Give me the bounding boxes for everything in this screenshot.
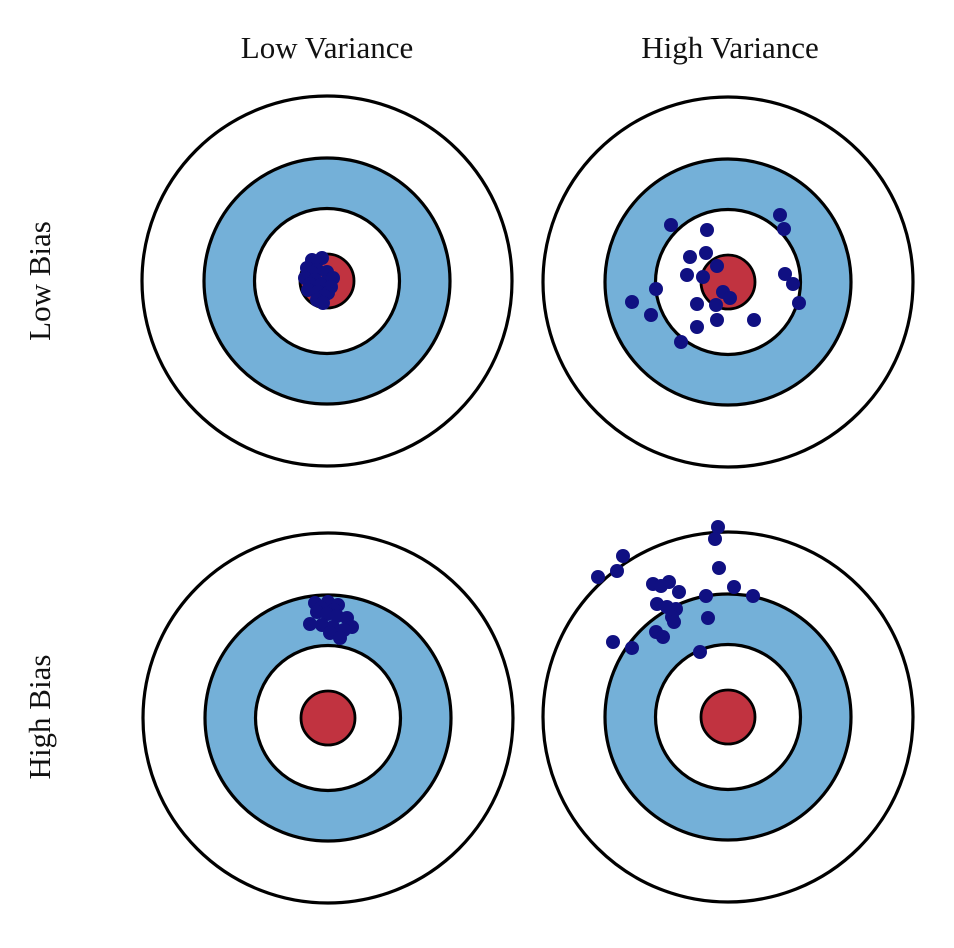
prediction-dot <box>710 313 724 327</box>
prediction-dot <box>644 308 658 322</box>
prediction-dot <box>667 615 681 629</box>
prediction-dot <box>654 579 668 593</box>
prediction-dot <box>778 267 792 281</box>
prediction-dot <box>708 532 722 546</box>
prediction-dot <box>711 520 725 534</box>
prediction-dot <box>710 259 724 273</box>
prediction-dot <box>696 270 710 284</box>
prediction-dot <box>699 589 713 603</box>
prediction-dot <box>680 268 694 282</box>
prediction-dot <box>616 549 630 563</box>
target-low-bias-low-variance <box>140 94 514 468</box>
prediction-dot <box>723 291 737 305</box>
target-low-bias-high-variance <box>541 95 915 469</box>
targets-group <box>140 94 915 905</box>
prediction-dot <box>690 320 704 334</box>
prediction-dot <box>625 295 639 309</box>
prediction-dot <box>610 564 624 578</box>
target-high-bias-low-variance <box>141 531 515 905</box>
prediction-dot <box>303 617 317 631</box>
prediction-dot <box>591 570 605 584</box>
prediction-dot <box>683 250 697 264</box>
target-high-bias-high-variance <box>541 520 915 904</box>
column-title-high-variance: High Variance <box>641 30 819 65</box>
prediction-dot <box>792 296 806 310</box>
prediction-dot <box>773 208 787 222</box>
prediction-dot <box>674 335 688 349</box>
prediction-dot <box>747 313 761 327</box>
prediction-dot <box>701 611 715 625</box>
prediction-dot <box>709 298 723 312</box>
bullseye <box>699 688 757 746</box>
prediction-dot <box>316 296 330 310</box>
prediction-dot <box>693 645 707 659</box>
prediction-dot <box>786 277 800 291</box>
row-title-low-bias: Low Bias <box>22 221 57 341</box>
prediction-dot <box>672 585 686 599</box>
prediction-dot <box>690 297 704 311</box>
prediction-dot <box>625 641 639 655</box>
prediction-dot <box>777 222 791 236</box>
prediction-dot <box>699 246 713 260</box>
prediction-dot <box>656 630 670 644</box>
column-title-low-variance: Low Variance <box>241 30 413 65</box>
bullseye <box>299 689 357 747</box>
prediction-dot <box>664 218 678 232</box>
prediction-dot <box>712 561 726 575</box>
prediction-dot <box>606 635 620 649</box>
prediction-dot <box>649 282 663 296</box>
prediction-dot <box>333 631 347 645</box>
prediction-dot <box>727 580 741 594</box>
prediction-dot <box>746 589 760 603</box>
prediction-dot <box>700 223 714 237</box>
row-title-high-bias: High Bias <box>22 655 57 780</box>
